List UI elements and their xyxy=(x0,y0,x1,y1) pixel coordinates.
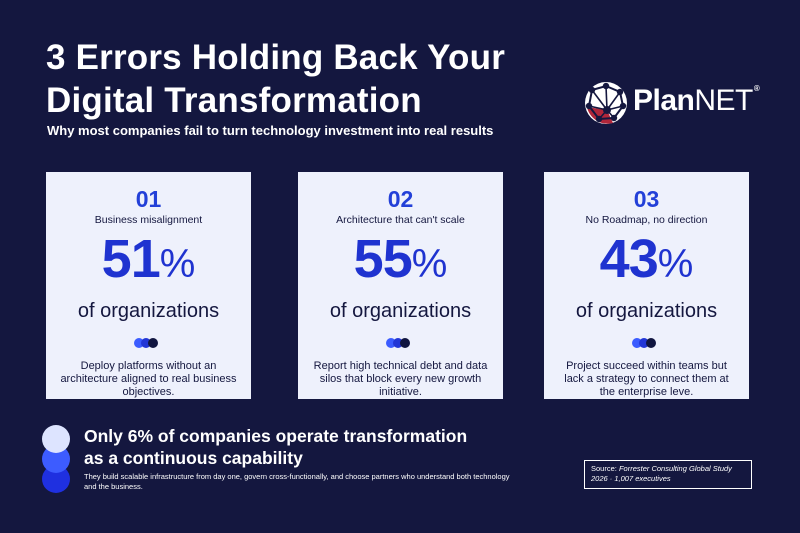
title-line-2: Digital Transformation xyxy=(46,81,422,120)
error-card-2: 02 Architecture that can't scale 55% of … xyxy=(298,172,503,399)
stat-value: 43 xyxy=(599,229,659,289)
dots-decoration xyxy=(133,338,164,348)
source-detail: 2026 · 1,007 executives xyxy=(591,474,671,483)
stacked-circles-decoration xyxy=(42,425,72,497)
card-heading: No Roadmap, no direction xyxy=(585,214,708,226)
registered-mark: ® xyxy=(753,84,760,93)
dots-decoration xyxy=(385,338,416,348)
card-stat: 55% xyxy=(298,232,503,298)
stat-value: 55 xyxy=(353,229,413,289)
card-number: 01 xyxy=(135,186,162,212)
card-description: Deploy platforms without an architecture… xyxy=(60,360,237,398)
card-of-label: of organizations xyxy=(77,300,220,322)
stat-unit: % xyxy=(159,242,196,286)
title-line-1: 3 Errors Holding Back Your xyxy=(46,38,506,77)
dot-icon xyxy=(133,338,144,348)
logo-wordmark: PlanNET® xyxy=(633,84,760,118)
card-stat: 43% xyxy=(544,232,749,298)
error-card-1: 01 Business misalignment 51% of organiza… xyxy=(46,172,251,399)
card-number: 02 xyxy=(387,186,414,212)
dot-icon xyxy=(631,338,642,348)
card-number: 03 xyxy=(633,186,660,212)
dot-icon xyxy=(645,338,656,348)
dot-icon xyxy=(392,338,403,348)
plannet-logo: PlanNET® xyxy=(583,80,763,126)
globe-network-icon xyxy=(585,82,627,124)
dot-icon xyxy=(638,338,649,348)
dots-decoration xyxy=(631,338,662,348)
card-description: Project succeed within teams but lack a … xyxy=(564,360,729,398)
stat-value: 51 xyxy=(101,229,161,289)
card-of-label: of organizations xyxy=(329,300,472,322)
card-heading: Architecture that can't scale xyxy=(336,214,465,226)
page-title: 3 Errors Holding Back Your Digital Trans… xyxy=(46,36,505,122)
logo-text-net: NET xyxy=(694,84,753,117)
source-label: Source: xyxy=(591,464,617,473)
logo-text-plan: Plan xyxy=(633,84,695,117)
card-of-label: of organizations xyxy=(575,300,718,322)
card-stat: 51% xyxy=(46,232,251,298)
card-description: Report high technical debt and data silo… xyxy=(313,360,488,398)
subtitle: Why most companies fail to turn technolo… xyxy=(47,123,494,138)
headline-line-1: Only 6% of companies operate transformat… xyxy=(84,426,468,446)
error-card-3: 03 No Roadmap, no direction 43% of organ… xyxy=(544,172,749,399)
stat-unit: % xyxy=(657,242,694,286)
source-study: Forrester Consulting Global Study xyxy=(618,464,732,473)
dot-icon xyxy=(140,338,151,348)
dot-icon xyxy=(147,338,158,348)
card-heading: Business misalignment xyxy=(94,214,203,226)
headline-line-2: as a continuous capability xyxy=(84,448,303,468)
source-box: Source: Forrester Consulting Global Stud… xyxy=(584,460,752,489)
dot-icon xyxy=(385,338,396,348)
circle-icon xyxy=(42,425,70,453)
key-insight-headline: Only 6% of companies operate transformat… xyxy=(84,425,467,469)
dot-icon xyxy=(399,338,410,348)
insight-description: They build scalable infrastructure from … xyxy=(84,472,510,491)
stat-unit: % xyxy=(411,242,448,286)
